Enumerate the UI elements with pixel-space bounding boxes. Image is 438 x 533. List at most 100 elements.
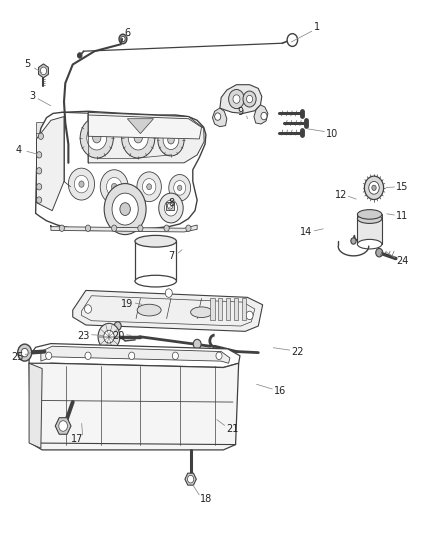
Circle shape: [36, 183, 42, 190]
Circle shape: [21, 349, 28, 357]
Circle shape: [137, 172, 161, 201]
Polygon shape: [88, 115, 201, 139]
Circle shape: [46, 352, 52, 360]
Polygon shape: [35, 111, 206, 230]
Circle shape: [100, 169, 128, 204]
Circle shape: [68, 168, 95, 200]
Text: 11: 11: [396, 211, 409, 221]
Circle shape: [134, 133, 142, 143]
Circle shape: [78, 53, 82, 58]
Circle shape: [92, 133, 101, 143]
Circle shape: [159, 193, 183, 223]
Circle shape: [233, 95, 240, 103]
Polygon shape: [73, 290, 263, 332]
Circle shape: [165, 289, 172, 297]
Polygon shape: [220, 85, 262, 114]
Polygon shape: [29, 344, 240, 368]
Circle shape: [174, 181, 186, 195]
Circle shape: [216, 352, 222, 360]
Circle shape: [114, 322, 121, 330]
Circle shape: [177, 185, 182, 190]
Circle shape: [164, 200, 177, 216]
Ellipse shape: [357, 239, 382, 249]
Circle shape: [261, 112, 267, 120]
Ellipse shape: [357, 209, 382, 219]
Polygon shape: [29, 364, 239, 450]
Circle shape: [129, 352, 135, 360]
Circle shape: [172, 352, 178, 360]
Text: 17: 17: [71, 434, 83, 445]
Circle shape: [351, 238, 356, 244]
Circle shape: [246, 311, 253, 320]
Circle shape: [208, 410, 215, 419]
Circle shape: [122, 118, 155, 158]
Circle shape: [372, 185, 376, 190]
Bar: [36, 170, 49, 184]
Circle shape: [111, 183, 117, 190]
Text: 5: 5: [24, 60, 30, 69]
Polygon shape: [242, 298, 246, 320]
Circle shape: [186, 225, 191, 231]
Polygon shape: [41, 346, 230, 364]
Circle shape: [247, 95, 253, 103]
Circle shape: [369, 181, 379, 194]
Polygon shape: [226, 298, 230, 320]
Polygon shape: [234, 298, 238, 320]
Circle shape: [112, 225, 117, 231]
Text: 12: 12: [335, 190, 347, 200]
Circle shape: [376, 248, 383, 257]
Polygon shape: [210, 298, 215, 320]
Polygon shape: [205, 406, 217, 422]
Text: 15: 15: [396, 182, 409, 192]
Text: 4: 4: [16, 144, 22, 155]
Polygon shape: [39, 64, 48, 78]
Polygon shape: [218, 298, 223, 320]
Circle shape: [167, 203, 173, 209]
Circle shape: [36, 152, 42, 158]
Polygon shape: [127, 119, 153, 134]
Circle shape: [169, 174, 191, 201]
Text: 10: 10: [326, 128, 339, 139]
Text: 3: 3: [29, 91, 35, 101]
Text: 21: 21: [226, 424, 238, 434]
Circle shape: [106, 177, 122, 196]
Ellipse shape: [135, 236, 177, 247]
Circle shape: [36, 167, 42, 174]
Text: 8: 8: [168, 198, 174, 208]
Bar: [357, 219, 382, 244]
Circle shape: [18, 344, 32, 361]
Text: 1: 1: [314, 22, 320, 33]
Text: 16: 16: [274, 386, 286, 397]
Circle shape: [79, 181, 84, 187]
Bar: [59, 145, 69, 153]
Text: 25: 25: [11, 352, 24, 362]
Circle shape: [168, 136, 174, 144]
Bar: [36, 145, 49, 160]
Circle shape: [363, 238, 368, 244]
Bar: [166, 201, 174, 210]
Circle shape: [74, 175, 88, 193]
Polygon shape: [254, 105, 268, 124]
Circle shape: [193, 340, 201, 349]
Text: 14: 14: [300, 227, 312, 237]
Ellipse shape: [191, 307, 212, 318]
Bar: [36, 122, 49, 135]
Circle shape: [147, 184, 152, 190]
Circle shape: [64, 158, 73, 168]
Polygon shape: [51, 225, 197, 232]
Circle shape: [40, 67, 46, 75]
Bar: [36, 158, 49, 173]
Text: 7: 7: [168, 251, 174, 261]
Polygon shape: [55, 418, 71, 434]
Circle shape: [119, 34, 127, 44]
Circle shape: [163, 131, 179, 150]
Circle shape: [187, 475, 194, 483]
Circle shape: [62, 147, 66, 152]
Circle shape: [229, 90, 244, 109]
Circle shape: [104, 183, 146, 235]
Circle shape: [364, 176, 384, 199]
Circle shape: [142, 179, 156, 195]
Circle shape: [138, 225, 143, 231]
Text: 18: 18: [200, 494, 212, 504]
Bar: [36, 183, 49, 196]
